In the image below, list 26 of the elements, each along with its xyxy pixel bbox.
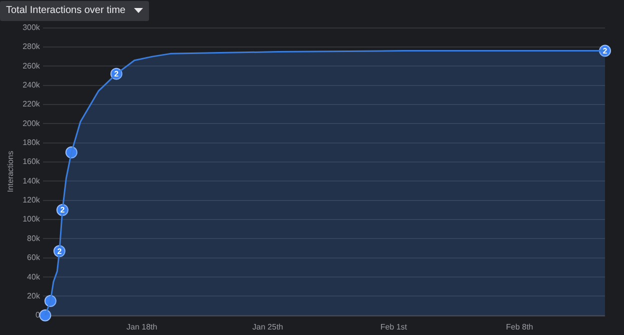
x-tick-label: Jan 25th	[252, 322, 284, 332]
y-tick-label: 140k	[22, 176, 41, 186]
y-tick-label: 260k	[22, 61, 41, 70]
x-tick-label: Jan 18th	[126, 322, 158, 332]
y-tick-label: 60k	[27, 253, 41, 262]
y-tick-label: 220k	[22, 100, 41, 109]
y-tick-label: 120k	[22, 196, 41, 205]
y-tick-label: 40k	[27, 272, 41, 282]
annotation: 2	[57, 246, 62, 256]
y-tick-label: 180k	[22, 138, 41, 148]
annotation: 2	[60, 206, 66, 215]
y-tick-label: 0	[35, 310, 40, 320]
x-tick-label: Feb 1st	[380, 322, 408, 332]
y-tick-label: 20k	[27, 291, 41, 300]
y-tick-label: 80k	[27, 234, 41, 243]
y-tick-label: 280k	[22, 42, 41, 52]
annotation: 2	[114, 70, 120, 79]
y-tick-label: 300k	[22, 23, 41, 32]
y-tick-label: 200k	[22, 118, 41, 128]
y-tick-label: 100k	[22, 214, 41, 224]
annotation: 2	[602, 46, 608, 56]
x-tick-label: Feb 8th	[506, 322, 534, 332]
y-tick-label: 160k	[22, 157, 41, 166]
chart-title: Total Interactions over time	[6, 5, 126, 16]
y-tick-label: 240k	[22, 80, 41, 90]
y-axis-title: Interactions	[6, 150, 16, 192]
